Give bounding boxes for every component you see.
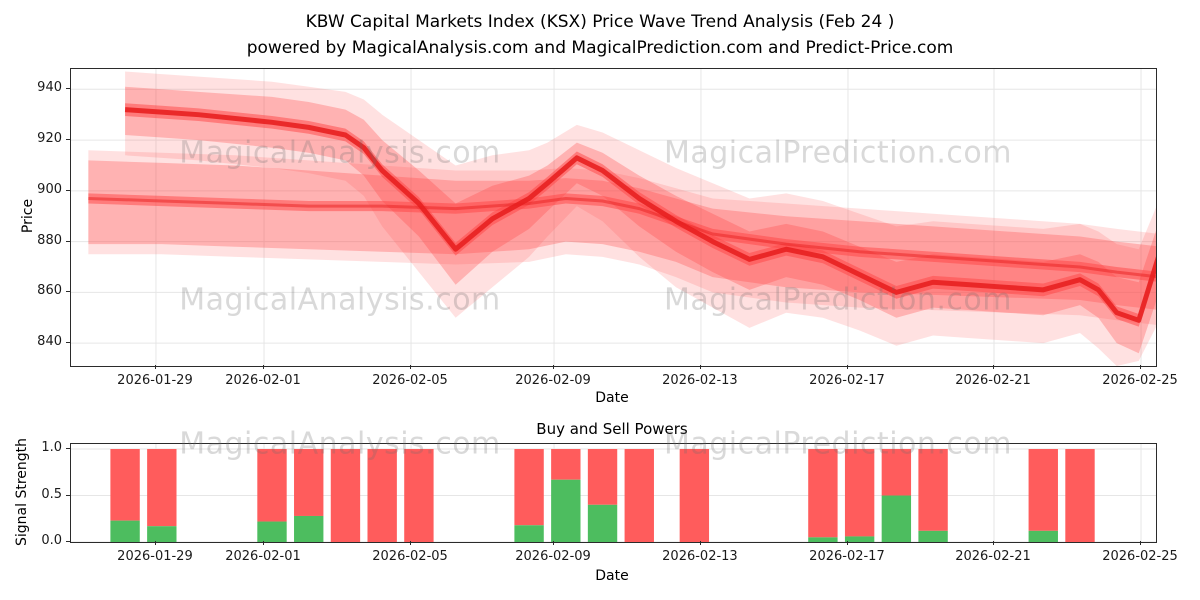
price-axis-label: Price	[20, 198, 36, 234]
y-tick-label: 840	[37, 334, 62, 350]
y-tick-mark	[66, 342, 70, 344]
x-tick-label: 2026-02-01	[225, 549, 301, 564]
price-chart-plot	[70, 68, 1157, 367]
y-tick-mark	[66, 494, 70, 496]
x-tick-mark	[993, 365, 994, 369]
x-tick-label: 2026-02-17	[809, 549, 885, 564]
figure-title-line1: KBW Capital Markets Index (KSX) Price Wa…	[305, 12, 895, 32]
y-tick-label: 940	[37, 80, 62, 96]
y-tick-label: 1.0	[41, 440, 62, 456]
x-tick-mark	[263, 541, 265, 545]
x-tick-mark	[846, 365, 848, 369]
y-tick-mark	[66, 291, 70, 293]
date-axis-label-top: Date	[595, 390, 629, 406]
x-tick-label: 2026-02-05	[372, 549, 448, 564]
y-tick-label: 860	[37, 283, 62, 299]
x-tick-mark	[263, 365, 265, 369]
y-tick-mark	[66, 139, 70, 141]
x-tick-label: 2026-02-17	[809, 373, 885, 388]
x-tick-mark	[993, 541, 994, 545]
x-tick-label: 2026-01-29	[117, 373, 193, 388]
signals-chart-plot	[70, 443, 1157, 543]
y-tick-mark	[66, 88, 70, 90]
figure-title-line2: powered by MagicalAnalysis.com and Magic…	[246, 37, 954, 58]
date-axis-label-bottom: Date	[595, 568, 629, 584]
x-tick-mark	[1140, 365, 1142, 369]
x-tick-mark	[846, 541, 848, 545]
y-tick-mark	[66, 240, 70, 242]
x-tick-label: 2026-02-25	[1102, 373, 1178, 388]
x-tick-mark	[410, 541, 412, 545]
x-tick-mark	[699, 365, 701, 369]
y-tick-mark	[66, 448, 70, 450]
x-tick-label: 2026-02-25	[1102, 549, 1178, 564]
x-tick-label: 2026-02-01	[225, 373, 301, 388]
figure-title: KBW Capital Markets Index (KSX) Price Wa…	[0, 10, 1200, 61]
y-tick-mark	[66, 189, 70, 191]
x-tick-label: 2026-02-09	[515, 373, 591, 388]
x-tick-mark	[1140, 541, 1142, 545]
signals-chart-title: Buy and Sell Powers	[536, 420, 688, 438]
x-tick-mark	[553, 541, 555, 545]
x-tick-label: 2026-02-13	[662, 549, 738, 564]
x-tick-label: 2026-02-09	[515, 549, 591, 564]
y-tick-label: 880	[37, 232, 62, 248]
y-tick-label: 0.5	[41, 486, 62, 502]
x-tick-label: 2026-02-13	[662, 373, 738, 388]
x-tick-mark	[154, 365, 156, 369]
x-tick-label: 2026-01-29	[117, 549, 193, 564]
x-tick-label: 2026-02-21	[955, 373, 1031, 388]
y-tick-label: 0.0	[41, 533, 62, 548]
x-tick-mark	[553, 365, 555, 369]
y-tick-label: 900	[37, 181, 62, 197]
x-tick-mark	[154, 541, 156, 545]
x-tick-label: 2026-02-21	[955, 549, 1031, 564]
x-tick-mark	[410, 365, 412, 369]
x-tick-label: 2026-02-05	[372, 373, 448, 388]
y-tick-label: 920	[37, 131, 62, 147]
y-tick-mark	[66, 541, 70, 542]
x-tick-mark	[699, 541, 701, 545]
